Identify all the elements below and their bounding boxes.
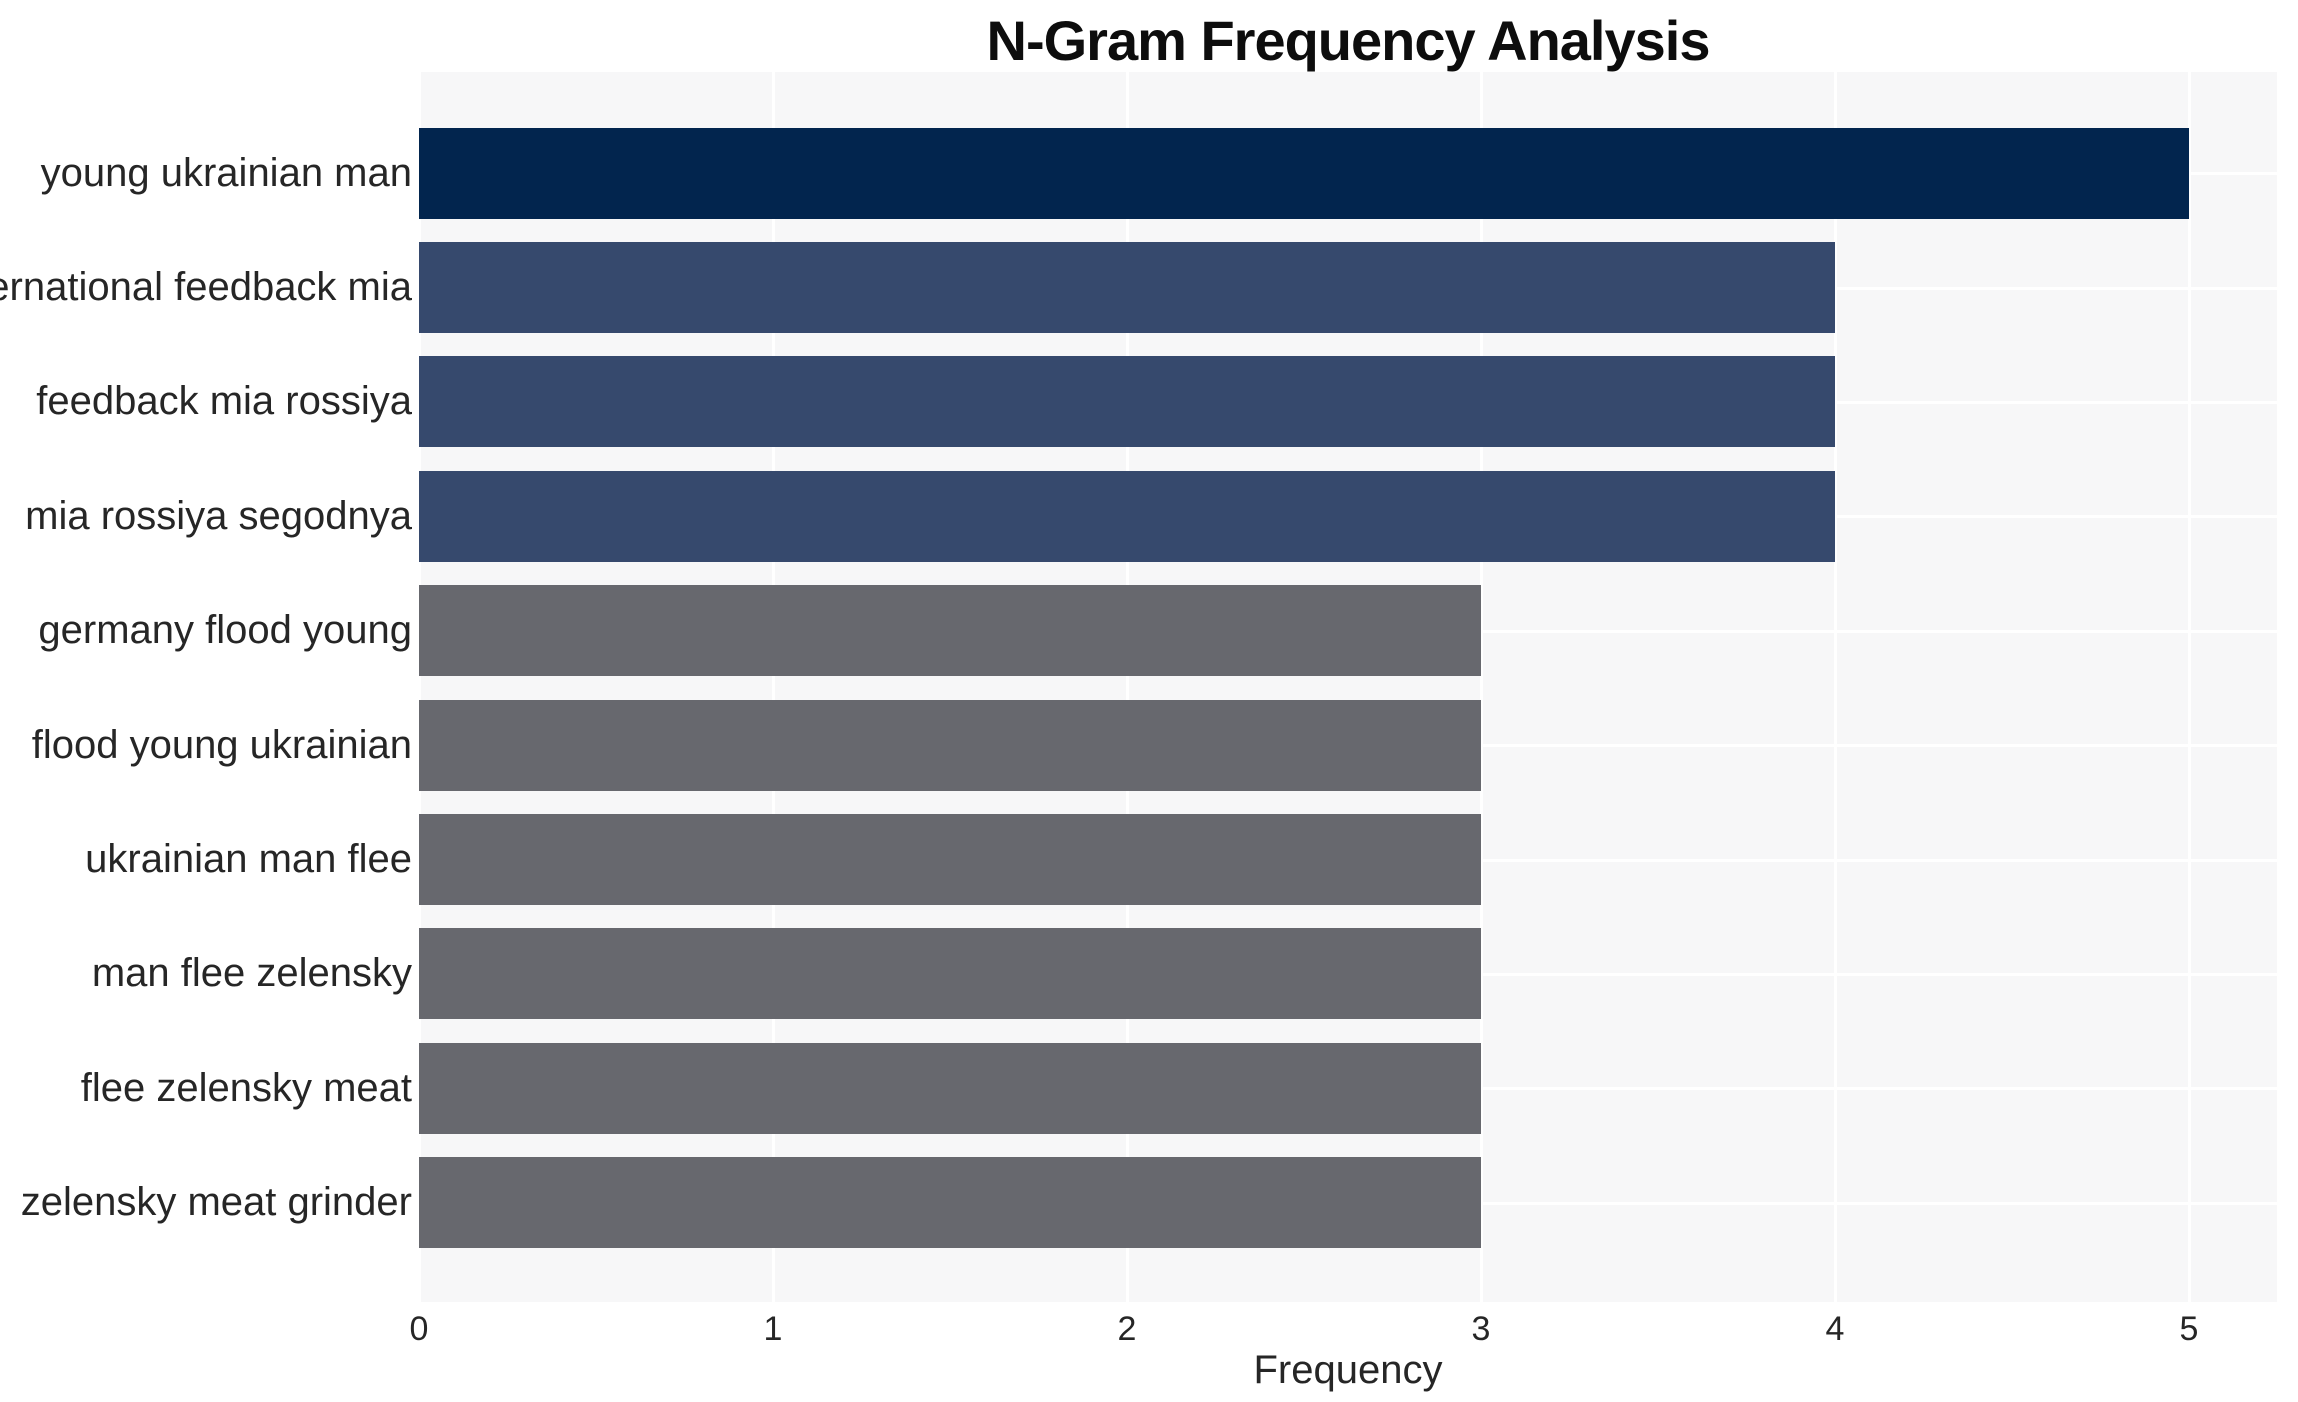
y-tick-label: mia rossiya segodnya [25,493,412,538]
bar-row [419,230,2189,344]
bar-row [419,1031,2189,1145]
bar-row [419,459,2189,573]
frequency-bar [419,1042,1481,1134]
x-gridline [772,72,775,1302]
frequency-bar [419,127,2189,219]
y-tick-label: international feedback mia [0,265,412,310]
frequency-bar [419,814,1481,906]
x-tick-label: 1 [763,1310,783,1348]
y-tick-label: flee zelensky meat [80,1065,412,1110]
y-tick-label: germany flood young [38,608,412,653]
x-axis-ticks: 0 1 2 3 4 5 [410,1310,2277,1350]
bar-row [419,917,2189,1031]
x-tick-label: 5 [2179,1310,2199,1348]
x-gridline [2188,72,2191,1302]
frequency-bar [419,1157,1481,1249]
bar-row [419,116,2189,230]
bar-row [419,574,2189,688]
x-tick-label: 4 [1825,1310,1845,1348]
x-tick-label: 3 [1471,1310,1491,1348]
plot-area [418,72,2277,1302]
bar-row [419,802,2189,916]
y-tick-label: flood young ukrainian [31,722,412,767]
bar-row [419,345,2189,459]
frequency-bar [419,928,1481,1020]
y-tick-label: young ukrainian man [40,150,412,195]
y-tick-label: ukrainian man flee [85,837,412,882]
y-tick-label: man flee zelensky [91,951,412,996]
x-gridline [418,72,421,1302]
y-tick-label: feedback mia rossiya [36,379,412,424]
frequency-bar [419,585,1481,677]
bar-row [419,688,2189,802]
y-axis-labels: young ukrainian man international feedbac… [0,116,412,1260]
x-gridline [1480,72,1483,1302]
frequency-bar [419,242,1835,334]
x-gridline [1126,72,1129,1302]
x-tick-label: 2 [1117,1310,1137,1348]
x-axis-label: Frequency [1253,1348,1443,1392]
chart-title: N-Gram Frequency Analysis [986,9,1711,72]
bar-row [419,1146,2189,1260]
frequency-bar [419,356,1835,448]
x-tick-label: 0 [409,1310,429,1348]
bar-rows [419,116,2189,1260]
frequency-bar [419,699,1481,791]
y-tick-label: zelensky meat grinder [20,1180,412,1225]
x-gridline [1834,72,1837,1302]
frequency-bar [419,470,1835,562]
